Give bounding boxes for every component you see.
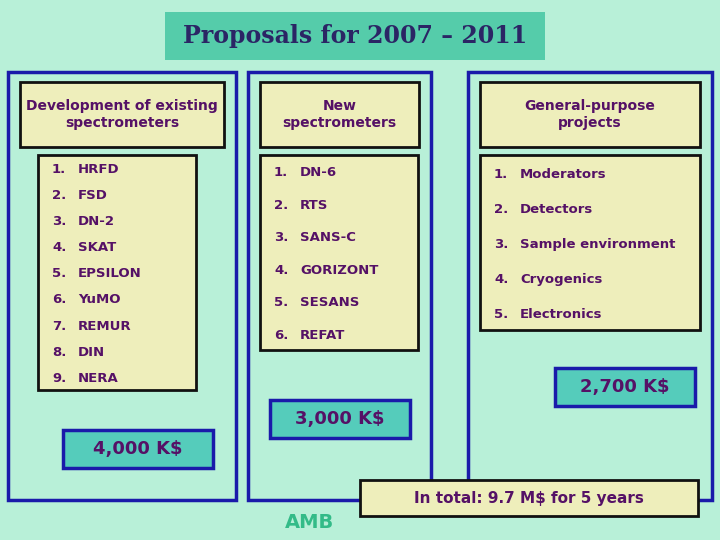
Text: 5.: 5. xyxy=(274,296,288,309)
Text: 5.: 5. xyxy=(494,308,508,321)
Text: 2,700 K$: 2,700 K$ xyxy=(580,378,670,396)
Text: RTS: RTS xyxy=(300,199,328,212)
Text: Development of existing
spectrometers: Development of existing spectrometers xyxy=(26,99,218,130)
Text: Cryogenics: Cryogenics xyxy=(520,273,603,286)
FancyBboxPatch shape xyxy=(260,82,419,147)
Text: Detectors: Detectors xyxy=(520,202,593,216)
FancyBboxPatch shape xyxy=(468,72,712,500)
Text: Moderators: Moderators xyxy=(520,168,607,181)
Text: 6.: 6. xyxy=(274,329,289,342)
FancyBboxPatch shape xyxy=(360,480,698,516)
FancyBboxPatch shape xyxy=(555,368,695,406)
Text: 3.: 3. xyxy=(274,231,289,245)
Text: 1.: 1. xyxy=(494,168,508,181)
Text: 2.: 2. xyxy=(274,199,288,212)
Text: YuMO: YuMO xyxy=(78,293,120,306)
Text: EPSILON: EPSILON xyxy=(78,267,142,280)
Text: 4.: 4. xyxy=(52,241,66,254)
Text: REMUR: REMUR xyxy=(78,320,132,333)
FancyBboxPatch shape xyxy=(480,155,700,330)
Text: 4.: 4. xyxy=(494,273,508,286)
FancyBboxPatch shape xyxy=(248,72,431,500)
Text: 3.: 3. xyxy=(494,238,508,251)
Text: 8.: 8. xyxy=(52,346,66,359)
FancyBboxPatch shape xyxy=(38,155,196,390)
Text: 6.: 6. xyxy=(52,293,66,306)
FancyBboxPatch shape xyxy=(270,400,410,438)
FancyBboxPatch shape xyxy=(165,12,545,60)
Text: 2.: 2. xyxy=(52,189,66,202)
Text: NERA: NERA xyxy=(78,372,119,384)
Text: AMB: AMB xyxy=(285,512,335,531)
Text: 3.: 3. xyxy=(52,215,66,228)
Text: 4,000 K$: 4,000 K$ xyxy=(94,440,183,458)
Text: SKAT: SKAT xyxy=(78,241,116,254)
Text: 7.: 7. xyxy=(52,320,66,333)
Text: SANS-C: SANS-C xyxy=(300,231,356,245)
Text: DN-2: DN-2 xyxy=(78,215,115,228)
Text: 2.: 2. xyxy=(494,202,508,216)
Text: SESANS: SESANS xyxy=(300,296,359,309)
Text: General-purpose
projects: General-purpose projects xyxy=(525,99,655,130)
Text: 4.: 4. xyxy=(274,264,289,277)
FancyBboxPatch shape xyxy=(20,82,224,147)
Text: 5.: 5. xyxy=(52,267,66,280)
Text: Proposals for 2007 – 2011: Proposals for 2007 – 2011 xyxy=(183,24,527,48)
Text: DN-6: DN-6 xyxy=(300,166,337,179)
Text: 3,000 K$: 3,000 K$ xyxy=(295,410,384,428)
FancyBboxPatch shape xyxy=(63,430,213,468)
FancyBboxPatch shape xyxy=(8,72,236,500)
Text: In total: 9.7 M$ for 5 years: In total: 9.7 M$ for 5 years xyxy=(414,490,644,505)
Text: 1.: 1. xyxy=(274,166,288,179)
Text: 1.: 1. xyxy=(52,163,66,176)
FancyBboxPatch shape xyxy=(260,155,418,350)
Text: FSD: FSD xyxy=(78,189,108,202)
Text: REFAT: REFAT xyxy=(300,329,346,342)
Text: HRFD: HRFD xyxy=(78,163,120,176)
Text: 9.: 9. xyxy=(52,372,66,384)
Text: DIN: DIN xyxy=(78,346,105,359)
Text: Electronics: Electronics xyxy=(520,308,603,321)
Text: GORIZONT: GORIZONT xyxy=(300,264,379,277)
Text: New
spectrometers: New spectrometers xyxy=(282,99,397,130)
Text: Sample environment: Sample environment xyxy=(520,238,675,251)
FancyBboxPatch shape xyxy=(480,82,700,147)
